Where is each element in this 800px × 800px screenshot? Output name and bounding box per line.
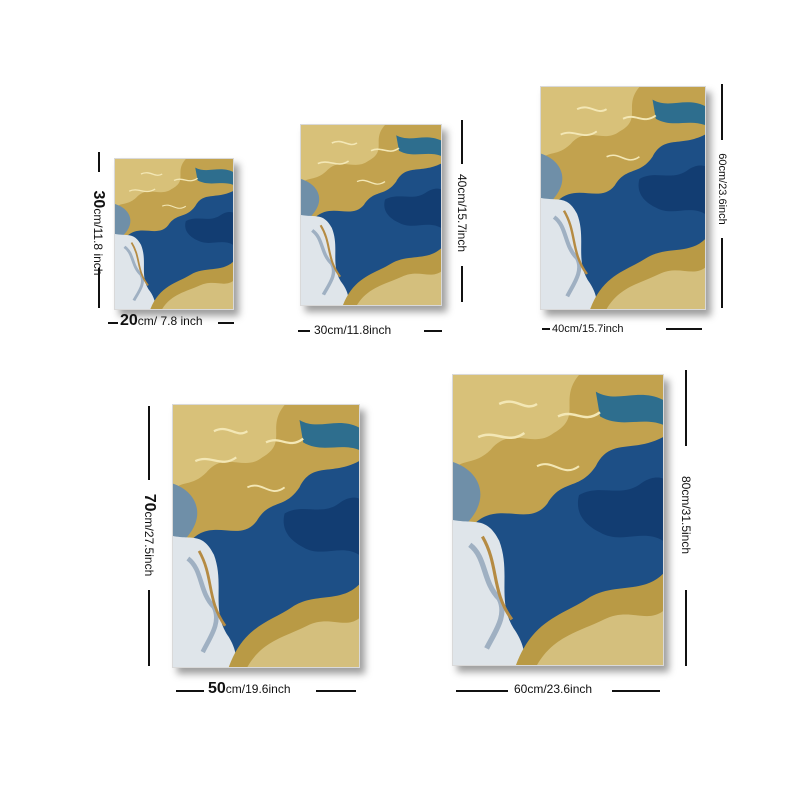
- height-text: 60cm/23.6inch: [716, 153, 728, 225]
- width-line-left: [298, 330, 310, 332]
- width-line-right: [612, 690, 660, 692]
- width-label-large: 40cm/15.7inch: [552, 322, 624, 336]
- abstract-art-image: [541, 87, 705, 309]
- height-line-top: [461, 120, 463, 164]
- width-label-xlarge: 50cm/19.6inch: [208, 680, 291, 697]
- height-unit: cm/27.5inch: [142, 511, 156, 577]
- height-label-xxlarge: 80cm/31.5inch: [679, 455, 693, 575]
- width-line-left: [176, 690, 204, 692]
- height-line-bottom: [685, 590, 687, 666]
- width-label-medium: 30cm/11.8inch: [314, 323, 391, 337]
- width-line-left: [456, 690, 508, 692]
- abstract-art-image: [301, 125, 441, 305]
- height-line-bottom: [98, 268, 100, 308]
- height-text: 80cm/31.5inch: [679, 475, 693, 555]
- width-number: 20: [120, 312, 138, 329]
- width-line-right: [218, 322, 234, 324]
- height-line-bottom: [148, 590, 150, 666]
- width-line-right: [666, 328, 702, 330]
- height-label-small: 30cm/11.8 inch: [90, 173, 107, 293]
- height-line-top: [721, 84, 723, 140]
- canvas-print-large: [540, 86, 706, 310]
- canvas-print-medium: [300, 124, 442, 306]
- height-number: 30: [90, 190, 107, 209]
- canvas-print-xxlarge: [452, 374, 664, 666]
- width-text: 30cm/11.8inch: [314, 323, 392, 337]
- height-label-large: 60cm/23.6inch: [715, 129, 729, 249]
- canvas-print-small: [114, 158, 234, 310]
- width-unit: cm/19.6inch: [225, 682, 291, 696]
- abstract-art-image: [173, 405, 359, 667]
- width-line-right: [424, 330, 442, 332]
- width-text: 40cm/15.7inch: [552, 323, 624, 335]
- height-line-top: [98, 152, 100, 172]
- width-unit: cm/ 7.8 inch: [137, 314, 203, 328]
- width-line-left: [108, 322, 118, 324]
- height-line-top: [148, 406, 150, 480]
- height-text: 40cm/15.7inch: [455, 173, 469, 253]
- height-number: 70: [141, 493, 158, 512]
- canvas-print-xlarge: [172, 404, 360, 668]
- width-line-left: [542, 328, 550, 330]
- width-label-small: 20cm/ 7.8 inch: [120, 312, 203, 329]
- width-line-right: [316, 690, 356, 692]
- height-line-top: [685, 370, 687, 446]
- height-unit: cm/11.8 inch: [91, 208, 105, 276]
- abstract-art-image: [115, 159, 233, 309]
- height-label-xlarge: 70cm/27.5inch: [141, 470, 158, 600]
- height-line-bottom: [461, 266, 463, 302]
- width-text: 60cm/23.6inch: [514, 682, 593, 696]
- height-label-medium: 40cm/15.7inch: [455, 153, 469, 273]
- height-line-bottom: [721, 238, 723, 308]
- width-number: 50: [208, 680, 226, 697]
- width-label-xxlarge: 60cm/23.6inch: [514, 682, 592, 696]
- abstract-art-image: [453, 375, 663, 665]
